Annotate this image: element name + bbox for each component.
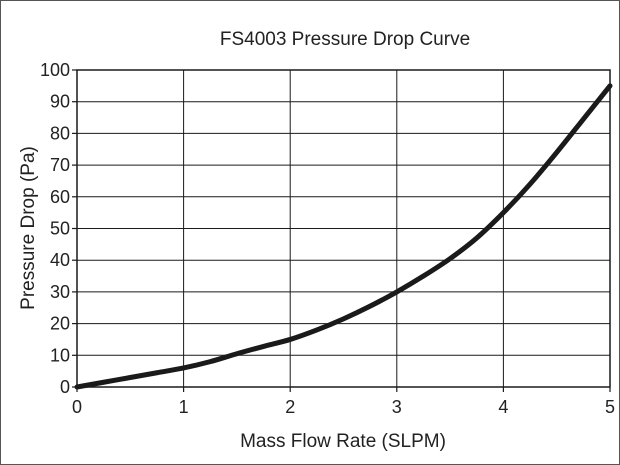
y-tick-label: 60 — [50, 187, 70, 207]
plot-area-border — [76, 69, 611, 388]
y-tick-label: 20 — [50, 314, 70, 334]
tick-labels: 0 10 20 30 40 50 60 70 80 90 100 0 1 2 3 4 5 — [40, 60, 615, 417]
y-tick-label: 0 — [60, 377, 70, 397]
y-tick-label: 100 — [40, 60, 70, 80]
y-tick-label: 10 — [50, 345, 70, 365]
y-tick-label: 70 — [50, 155, 70, 175]
y-tick-label: 40 — [50, 250, 70, 270]
x-tick-label: 5 — [605, 397, 615, 417]
x-tick-label: 3 — [392, 397, 402, 417]
x-tick-label: 0 — [72, 397, 82, 417]
series-layer — [74, 83, 613, 390]
y-axis-title: Pressure Drop (Pa) — [18, 146, 39, 310]
x-tick-label: 4 — [498, 397, 508, 417]
chart-title: FS4003 Pressure Drop Curve — [220, 29, 470, 50]
y-tick-label: 30 — [50, 282, 70, 302]
x-tick-label: 2 — [285, 397, 295, 417]
y-tick-label: 50 — [50, 219, 70, 239]
grid-layer — [72, 69, 611, 392]
y-tick-label: 80 — [50, 123, 70, 143]
y-tick-label: 90 — [50, 92, 70, 112]
x-axis-title: Mass Flow Rate (SLPM) — [240, 431, 446, 452]
x-tick-label: 1 — [179, 397, 189, 417]
series-line-pressure-drop — [74, 83, 613, 390]
